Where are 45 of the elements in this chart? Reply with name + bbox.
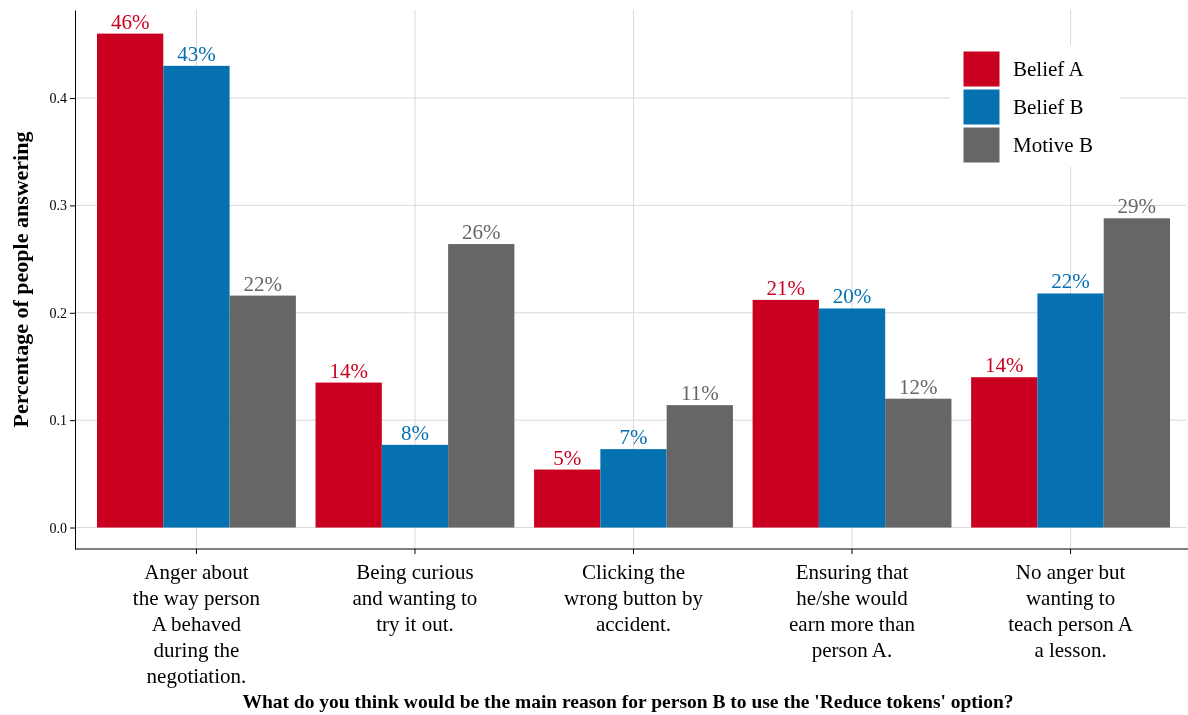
data-label: 5% [553, 445, 582, 470]
data-label: 14% [985, 353, 1024, 378]
bar [971, 377, 1038, 528]
y-tick-label: 0.0 [49, 520, 67, 536]
bar [448, 244, 515, 528]
x-tick-label: Clicking the wrong button by accident. [564, 560, 704, 636]
y-axis-title: Percentage of people answering [8, 131, 33, 428]
data-label: 29% [1117, 194, 1157, 219]
data-label: 8% [400, 420, 429, 445]
y-tick-label: 0.2 [49, 305, 67, 321]
bar [1103, 218, 1170, 528]
data-label: 12% [899, 374, 938, 399]
legend-label: Belief A [1013, 57, 1085, 81]
data-label: 14% [329, 358, 368, 383]
data-label: 46% [110, 9, 150, 34]
y-tick-label: 0.1 [49, 413, 67, 429]
legend-label: Motive B [1013, 133, 1093, 157]
bar [600, 449, 667, 528]
bar [381, 444, 449, 528]
data-label: 21% [766, 275, 805, 300]
bar [229, 295, 296, 528]
data-label: 26% [462, 220, 501, 245]
data-label: 20% [832, 284, 872, 309]
data-label: 11% [680, 381, 719, 406]
bar [818, 308, 886, 528]
x-tick-label: Ensuring that he/she would earn more than person A. [789, 560, 916, 662]
bar [315, 382, 382, 528]
data-label: 22% [1051, 269, 1090, 294]
y-tick-label: 0.3 [49, 198, 67, 214]
bar [666, 405, 733, 528]
bar [163, 65, 230, 528]
bar [885, 398, 952, 528]
bar [1037, 293, 1104, 528]
x-tick-label: No anger but wanting to teach person A a lesson. [1008, 560, 1134, 662]
y-tick-label: 0.4 [49, 91, 67, 107]
data-label: 43% [177, 41, 216, 66]
x-tick-label: Being curious and wanting to try it out. [352, 560, 478, 636]
bar [534, 469, 601, 528]
x-axis-title: What do you think would be the main reason for person B to use the 'Reduce tokens' option? [242, 691, 1014, 712]
x-tick-label: Anger about the way person A behaved during the negotiation. [132, 560, 261, 688]
bar [752, 299, 819, 528]
data-label: 22% [243, 271, 282, 296]
legend-label: Belief B [1013, 95, 1084, 119]
bar [97, 33, 164, 528]
data-label: 7% [619, 425, 648, 450]
